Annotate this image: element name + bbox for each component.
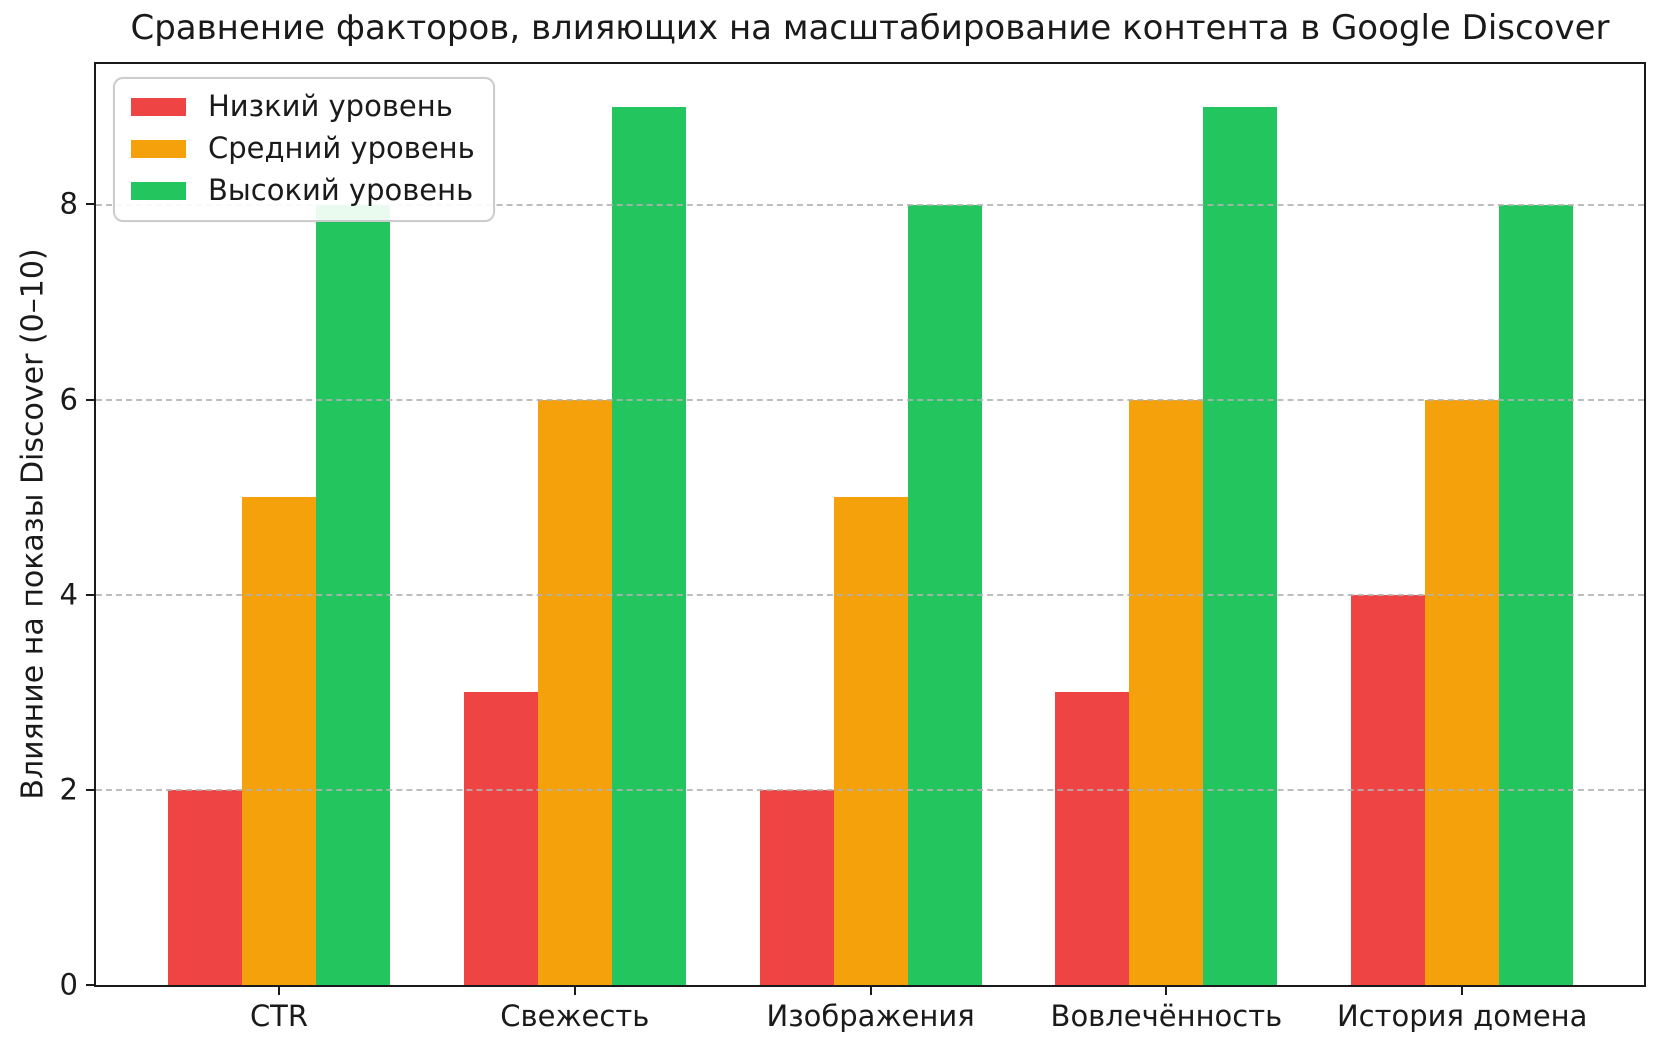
y-tick-mark-2: [86, 788, 94, 791]
y-tick-mark-8: [86, 203, 94, 206]
plot-area: Низкий уровень Средний уровень Высокий у…: [94, 62, 1646, 987]
x-tick-mark-Свежесть: [573, 987, 576, 995]
legend-item-medium: Средний уровень: [131, 132, 475, 165]
bar-Изображения-Средний уровень: [833, 497, 908, 985]
bar-Вовлечённость-Средний уровень: [1129, 399, 1204, 985]
x-tick-label-Свежесть: Свежесть: [500, 999, 650, 1033]
x-tick-label-Вовлечённость: Вовлечённость: [1050, 999, 1283, 1033]
y-tick-label-2: 2: [59, 772, 78, 807]
y-tick-mark-4: [86, 593, 94, 596]
y-tick-label-6: 6: [59, 382, 78, 417]
legend-swatch-medium: [131, 139, 186, 158]
bar-Вовлечённость-Низкий уровень: [1055, 692, 1130, 985]
y-tick-mark-0: [86, 984, 94, 986]
legend-item-low: Низкий уровень: [131, 90, 475, 123]
bar-Свежесть-Средний уровень: [537, 399, 612, 985]
bar-Свежесть-Низкий уровень: [463, 692, 538, 985]
gridline-y-8: [96, 203, 1644, 206]
bar-Вовлечённость-Высокий уровень: [1203, 106, 1278, 985]
bar-Изображения-Низкий уровень: [759, 789, 834, 985]
gridline-y-2: [96, 788, 1644, 791]
x-tick-label-Изображения: Изображения: [766, 999, 975, 1033]
gridline-y-6: [96, 398, 1644, 401]
y-tick-label-4: 4: [59, 577, 78, 612]
x-tick-mark-CTR: [278, 987, 280, 995]
legend-swatch-high: [131, 181, 186, 200]
legend-item-high: Высокий уровень: [131, 174, 475, 207]
bar-CTR-Средний уровень: [242, 497, 316, 985]
x-tick-label-История домена: История домена: [1336, 999, 1588, 1033]
y-tick-label-0: 0: [59, 967, 78, 1002]
x-tick-mark-История домена: [1461, 987, 1464, 995]
x-tick-mark-Изображения: [869, 987, 872, 995]
y-axis-label: Влияние на показы Discover (0–10): [15, 248, 51, 800]
chart-title: Сравнение факторов, влияющих на масштаби…: [130, 8, 1610, 48]
legend-label-high: Высокий уровень: [208, 173, 474, 207]
legend: Низкий уровень Средний уровень Высокий у…: [113, 77, 495, 222]
legend-label-medium: Средний уровень: [208, 131, 475, 165]
bar-CTR-Низкий уровень: [168, 789, 242, 985]
y-tick-label-8: 8: [59, 186, 78, 221]
bar-Свежесть-Высокий уровень: [611, 106, 686, 985]
y-tick-mark-6: [86, 398, 94, 401]
legend-label-low: Низкий уровень: [208, 89, 453, 123]
legend-swatch-low: [131, 97, 186, 116]
x-tick-label-CTR: CTR: [249, 999, 309, 1033]
gridline-y-4: [96, 593, 1644, 596]
bar-История домена-Средний уровень: [1425, 399, 1500, 985]
x-tick-mark-Вовлечённость: [1165, 987, 1168, 995]
